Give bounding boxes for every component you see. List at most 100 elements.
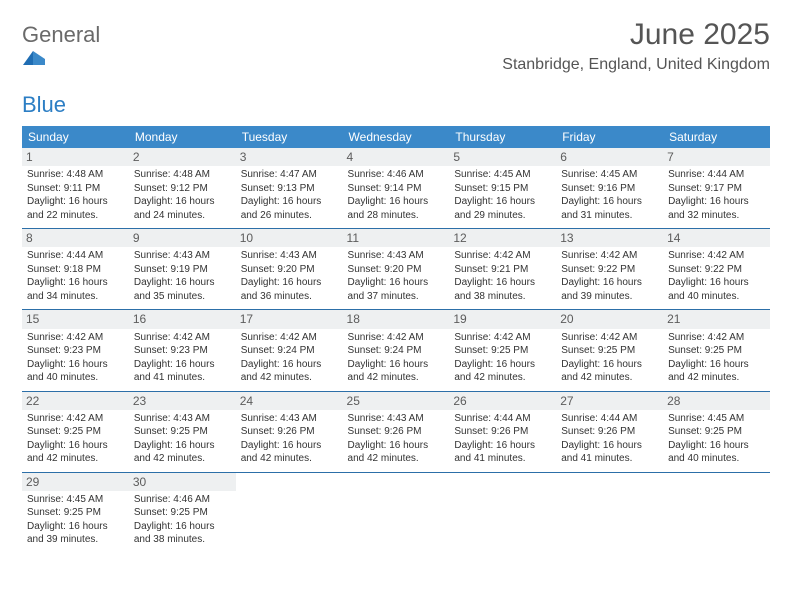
day-number: 6 <box>556 148 663 166</box>
day-number: 14 <box>663 229 770 247</box>
day-cell: 21 Sunrise: 4:42 AMSunset: 9:25 PMDayligh… <box>663 310 770 391</box>
day-details: Sunrise: 4:43 AMSunset: 9:20 PMDaylight:… <box>241 249 338 303</box>
day-cell: 1 Sunrise: 4:48 AMSunset: 9:11 PMDaylight… <box>22 148 129 229</box>
day-number: 5 <box>449 148 556 166</box>
day-details: Sunrise: 4:45 AMSunset: 9:25 PMDaylight:… <box>668 412 765 466</box>
day-cell: 5Sunrise: 4:45 AMSunset: 9:15 PMDaylight… <box>449 148 556 229</box>
week-row: 1 Sunrise: 4:48 AMSunset: 9:11 PMDaylight… <box>22 148 770 229</box>
day-number: 4 <box>343 148 450 166</box>
day-number: 16 <box>129 310 236 328</box>
day-details: Sunrise: 4:42 AMSunset: 9:25 PMDaylight:… <box>561 331 658 385</box>
day-cell: 17 Sunrise: 4:42 AMSunset: 9:24 PMDayligh… <box>236 310 343 391</box>
day-details: Sunrise: 4:42 AMSunset: 9:25 PMDaylight:… <box>27 412 124 466</box>
day-details: Sunrise: 4:46 AMSunset: 9:14 PMDaylight:… <box>348 168 445 222</box>
day-cell: 18 Sunrise: 4:42 AMSunset: 9:24 PMDayligh… <box>343 310 450 391</box>
day-cell: 29 Sunrise: 4:45 AMSunset: 9:25 PMDayligh… <box>22 472 129 553</box>
day-cell: 4 Sunrise: 4:46 AMSunset: 9:14 PMDaylight… <box>343 148 450 229</box>
day-cell: 22 Sunrise: 4:42 AMSunset: 9:25 PMDayligh… <box>22 391 129 472</box>
day-number: 11 <box>343 229 450 247</box>
logo-icon <box>22 48 100 66</box>
day-number: 7 <box>663 148 770 166</box>
day-cell: 15 Sunrise: 4:42 AMSunset: 9:23 PMDayligh… <box>22 310 129 391</box>
day-cell: . <box>449 472 556 553</box>
day-cell: 13 Sunrise: 4:42 AMSunset: 9:22 PMDayligh… <box>556 229 663 310</box>
day-number: 1 <box>22 148 129 166</box>
day-number: 17 <box>236 310 343 328</box>
day-cell: 25 Sunrise: 4:43 AMSunset: 9:26 PMDayligh… <box>343 391 450 472</box>
day-cell: 9 Sunrise: 4:43 AMSunset: 9:19 PMDaylight… <box>129 229 236 310</box>
day-details: Sunrise: 4:42 AMSunset: 9:23 PMDaylight:… <box>27 331 124 385</box>
day-details: Sunrise: 4:47 AMSunset: 9:13 PMDaylight:… <box>241 168 338 222</box>
day-details: Sunrise: 4:43 AMSunset: 9:26 PMDaylight:… <box>241 412 338 466</box>
day-cell: 30 Sunrise: 4:46 AMSunset: 9:25 PMDayligh… <box>129 472 236 553</box>
week-row: 22 Sunrise: 4:42 AMSunset: 9:25 PMDayligh… <box>22 391 770 472</box>
day-details: Sunrise: 4:42 AMSunset: 9:25 PMDaylight:… <box>454 331 551 385</box>
day-cell: 8 Sunrise: 4:44 AMSunset: 9:18 PMDaylight… <box>22 229 129 310</box>
week-row: 29 Sunrise: 4:45 AMSunset: 9:25 PMDayligh… <box>22 472 770 553</box>
day-details: Sunrise: 4:42 AMSunset: 9:22 PMDaylight:… <box>668 249 765 303</box>
day-cell: 2Sunrise: 4:48 AMSunset: 9:12 PMDaylight… <box>129 148 236 229</box>
day-cell: 12Sunrise: 4:42 AMSunset: 9:21 PMDayligh… <box>449 229 556 310</box>
day-number: 23 <box>129 392 236 410</box>
day-number: 13 <box>556 229 663 247</box>
day-details: Sunrise: 4:43 AMSunset: 9:19 PMDaylight:… <box>134 249 231 303</box>
day-details: Sunrise: 4:45 AMSunset: 9:25 PMDaylight:… <box>27 493 124 547</box>
day-number: 30 <box>129 473 236 491</box>
day-number: 18 <box>343 310 450 328</box>
day-details: Sunrise: 4:44 AMSunset: 9:18 PMDaylight:… <box>27 249 124 303</box>
day-cell: 7 Sunrise: 4:44 AMSunset: 9:17 PMDaylight… <box>663 148 770 229</box>
day-cell: . <box>556 472 663 553</box>
dow-saturday: Saturday <box>663 126 770 148</box>
day-number: 29 <box>22 473 129 491</box>
day-details: Sunrise: 4:48 AMSunset: 9:11 PMDaylight:… <box>27 168 124 222</box>
day-details: Sunrise: 4:42 AMSunset: 9:22 PMDaylight:… <box>561 249 658 303</box>
month-title: June 2025 <box>502 18 770 52</box>
day-details: Sunrise: 4:43 AMSunset: 9:20 PMDaylight:… <box>348 249 445 303</box>
calendar-page: GeneralBlue June 2025 Stanbridge, Englan… <box>0 0 792 553</box>
day-cell: 10 Sunrise: 4:43 AMSunset: 9:20 PMDayligh… <box>236 229 343 310</box>
page-header: GeneralBlue June 2025 Stanbridge, Englan… <box>22 18 770 118</box>
day-number: 8 <box>22 229 129 247</box>
logo: GeneralBlue <box>22 18 100 118</box>
day-number: 27 <box>556 392 663 410</box>
day-number: 9 <box>129 229 236 247</box>
dow-wednesday: Wednesday <box>343 126 450 148</box>
dow-monday: Monday <box>129 126 236 148</box>
day-cell: 20Sunrise: 4:42 AMSunset: 9:25 PMDayligh… <box>556 310 663 391</box>
day-cell: 19 Sunrise: 4:42 AMSunset: 9:25 PMDayligh… <box>449 310 556 391</box>
dow-friday: Friday <box>556 126 663 148</box>
day-details: Sunrise: 4:43 AMSunset: 9:25 PMDaylight:… <box>134 412 231 466</box>
day-number: 25 <box>343 392 450 410</box>
day-details: Sunrise: 4:45 AMSunset: 9:16 PMDaylight:… <box>561 168 658 222</box>
week-row: 8 Sunrise: 4:44 AMSunset: 9:18 PMDaylight… <box>22 229 770 310</box>
day-details: Sunrise: 4:42 AMSunset: 9:24 PMDaylight:… <box>348 331 445 385</box>
title-block: June 2025 Stanbridge, England, United Ki… <box>502 18 770 74</box>
day-cell: 6 Sunrise: 4:45 AMSunset: 9:16 PMDaylight… <box>556 148 663 229</box>
day-details: Sunrise: 4:46 AMSunset: 9:25 PMDaylight:… <box>134 493 231 547</box>
day-details: Sunrise: 4:44 AMSunset: 9:17 PMDaylight:… <box>668 168 765 222</box>
day-cell: . <box>236 472 343 553</box>
dow-tuesday: Tuesday <box>236 126 343 148</box>
day-number: 19 <box>449 310 556 328</box>
day-number: 3 <box>236 148 343 166</box>
day-number: 21 <box>663 310 770 328</box>
day-number: 15 <box>22 310 129 328</box>
day-details: Sunrise: 4:43 AMSunset: 9:26 PMDaylight:… <box>348 412 445 466</box>
day-details: Sunrise: 4:42 AMSunset: 9:24 PMDaylight:… <box>241 331 338 385</box>
day-cell: 3 Sunrise: 4:47 AMSunset: 9:13 PMDaylight… <box>236 148 343 229</box>
day-details: Sunrise: 4:48 AMSunset: 9:12 PMDaylight:… <box>134 168 231 222</box>
day-number: 12 <box>449 229 556 247</box>
day-number: 24 <box>236 392 343 410</box>
day-cell: 24 Sunrise: 4:43 AMSunset: 9:26 PMDayligh… <box>236 391 343 472</box>
dow-sunday: Sunday <box>22 126 129 148</box>
day-details: Sunrise: 4:44 AMSunset: 9:26 PMDaylight:… <box>454 412 551 466</box>
location: Stanbridge, England, United Kingdom <box>502 56 770 74</box>
day-number: 22 <box>22 392 129 410</box>
day-details: Sunrise: 4:42 AMSunset: 9:25 PMDaylight:… <box>668 331 765 385</box>
day-details: Sunrise: 4:44 AMSunset: 9:26 PMDaylight:… <box>561 412 658 466</box>
calendar-table: Sunday Monday Tuesday Wednesday Thursday… <box>22 126 770 553</box>
day-cell: 16Sunrise: 4:42 AMSunset: 9:23 PMDayligh… <box>129 310 236 391</box>
day-number: 10 <box>236 229 343 247</box>
day-cell: . <box>343 472 450 553</box>
day-cell: . <box>663 472 770 553</box>
